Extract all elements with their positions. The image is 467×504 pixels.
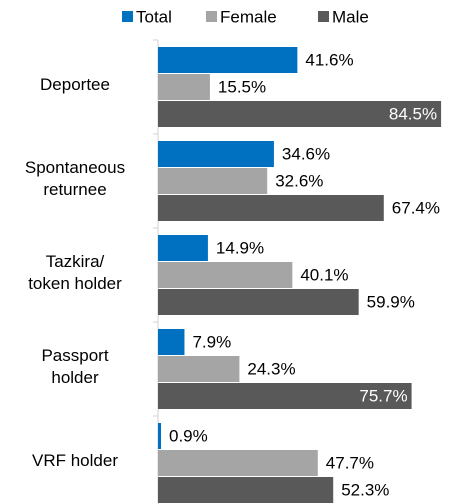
category-label: Deportee [40, 75, 110, 94]
value-label: 0.9% [169, 426, 208, 445]
legend-swatch [122, 11, 133, 22]
legend-swatch [206, 11, 217, 22]
value-label: 67.4% [392, 198, 440, 217]
value-label: 7.9% [192, 332, 231, 351]
value-label: 75.7% [359, 386, 407, 405]
bar [158, 195, 384, 221]
legend-label: Male [332, 7, 369, 26]
value-label: 15.5% [218, 77, 266, 96]
value-label: 84.5% [389, 104, 437, 123]
bar [158, 329, 185, 355]
value-label: 14.9% [216, 238, 264, 257]
bar [158, 168, 268, 194]
bar [158, 235, 208, 261]
category-label: Passport holder [41, 346, 108, 387]
bar [158, 423, 162, 449]
value-label: 59.9% [367, 292, 415, 311]
bar [158, 262, 293, 288]
category-label: VRF holder [32, 451, 118, 470]
bar [158, 383, 412, 409]
bar [158, 356, 240, 382]
value-label: 52.3% [341, 480, 389, 499]
value-label: 32.6% [275, 171, 323, 190]
bar [158, 74, 210, 100]
bar [158, 101, 442, 127]
bar [158, 450, 318, 476]
value-label: 40.1% [300, 265, 348, 284]
category-label: Spontaneous returnee [25, 158, 125, 199]
bar [158, 477, 334, 503]
value-label: 41.6% [305, 50, 353, 69]
bar [158, 47, 298, 73]
bar [158, 141, 274, 167]
category-label: Tazkira/token holder [28, 252, 122, 293]
legend-label: Total [136, 7, 172, 26]
legend-swatch [318, 11, 329, 22]
value-label: 34.6% [282, 144, 330, 163]
value-label: 24.3% [247, 359, 295, 378]
value-label: 47.7% [326, 453, 374, 472]
bar [158, 289, 359, 315]
legend-label: Female [220, 7, 277, 26]
